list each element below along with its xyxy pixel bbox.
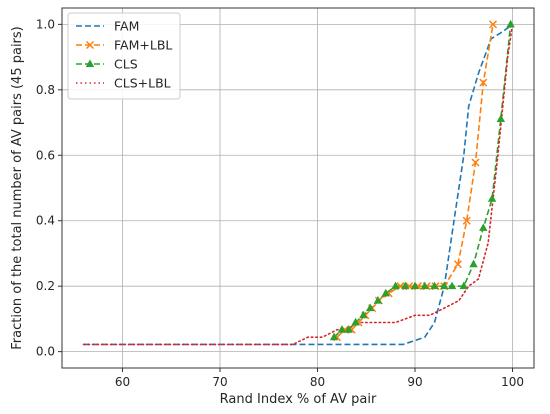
x-tick-label: 90 [407, 375, 422, 389]
data-point-cls [496, 114, 506, 122]
x-axis-label: Rand Index % of AV pair [220, 392, 377, 407]
y-tick-label: 0.0 [36, 345, 55, 359]
data-point-fam-plus-lbl [471, 158, 480, 167]
legend-marker-cls [85, 59, 95, 67]
x-tick-label: 60 [115, 375, 130, 389]
y-axis-label: Fraction of the total number of AV pairs… [10, 26, 25, 349]
y-tick-label: 0.6 [36, 148, 55, 162]
legend-label-cls-plus-lbl: CLS+LBL [114, 76, 171, 91]
data-point-fam-plus-lbl [462, 216, 471, 225]
data-point-cls [365, 303, 375, 312]
series-line-cls-plus-lbl [82, 23, 514, 346]
y-tick-label: 0.8 [36, 83, 55, 97]
data-point-cls [479, 223, 488, 231]
data-point-fam-plus-lbl [479, 78, 488, 87]
data-point-cls [401, 281, 410, 290]
data-point-cls [506, 19, 515, 28]
data-point-cls [381, 288, 390, 297]
series-line-cls [333, 24, 512, 338]
data-point-cls [391, 281, 400, 290]
x-tick-label: 100 [501, 375, 524, 389]
data-point-cls [420, 281, 429, 290]
data-point-fam-plus-lbl [489, 20, 498, 29]
data-point-cls [440, 281, 449, 290]
x-tick-label: 70 [212, 375, 227, 389]
data-point-cls [359, 310, 368, 319]
data-point-cls [469, 259, 478, 268]
plot-frame [61, 7, 535, 369]
data-point-cls [329, 332, 339, 341]
legend-label-cls: CLS [114, 57, 138, 72]
series-line-fam [83, 23, 513, 346]
series-markers [329, 19, 515, 342]
y-tick-label: 1.0 [36, 17, 55, 31]
y-tick-label: 0.4 [36, 214, 55, 228]
data-point-cls [337, 325, 347, 333]
y-tick-label: 0.2 [36, 279, 55, 293]
data-point-cls [344, 325, 353, 333]
data-point-cls [373, 295, 383, 304]
x-tick-label: 80 [310, 375, 325, 389]
data-point-cls [487, 194, 497, 202]
data-point-cls [351, 317, 360, 326]
legend-label-fam-plus-lbl: FAM+LBL [114, 38, 172, 53]
legend-label-fam: FAM [114, 19, 139, 34]
data-point-cls [447, 281, 457, 290]
legend-box [67, 12, 181, 100]
axis-ticks: 60 70 80 90 100 0.0 0.2 0.4 0.6 0.8 1.0 [36, 17, 524, 389]
data-point-fam-plus-lbl [453, 260, 462, 269]
legend: FAM FAM+LBL CLS CLS+LBL [67, 12, 181, 100]
legend-marker-fam-plus-lbl [85, 40, 95, 50]
data-point-cls [459, 281, 468, 290]
data-point-cls [430, 281, 439, 290]
data-point-cls [410, 281, 420, 290]
